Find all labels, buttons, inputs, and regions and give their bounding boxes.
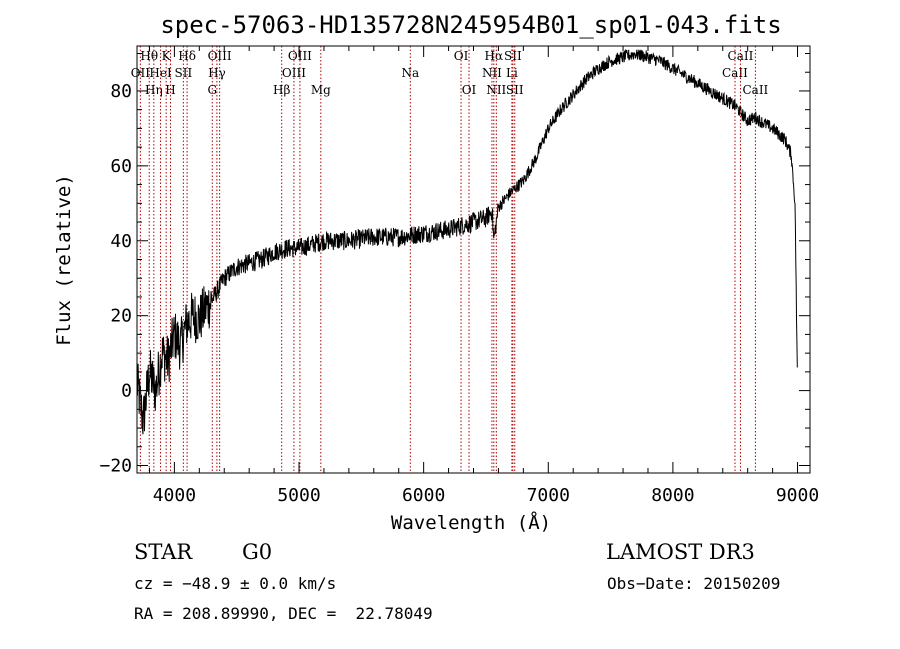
line-label: Hβ <box>273 83 290 97</box>
y-tick-label: −20 <box>99 456 132 477</box>
y-tick-label: 80 <box>110 81 132 102</box>
redshift-info: cz = −48.9 ± 0.0 km/s <box>134 574 337 593</box>
line-label: OI <box>454 49 469 63</box>
object-class: STAR <box>134 540 193 564</box>
line-label: HeI <box>149 66 172 80</box>
x-tick-label: 9000 <box>776 485 819 506</box>
x-axis: 4000 5000 6000 7000 8000 9000 <box>148 46 819 506</box>
x-tick-label: 6000 <box>402 485 445 506</box>
line-label: NII <box>486 83 506 97</box>
line-label: OI <box>462 83 477 97</box>
x-tick-label: 8000 <box>651 485 694 506</box>
line-label: Li <box>506 66 518 80</box>
line-label: SII <box>504 49 522 63</box>
y-tick-label: 60 <box>110 156 132 177</box>
y-tick-label: 40 <box>110 231 132 252</box>
line-label: OIII <box>282 66 306 80</box>
line-label: CaII <box>722 66 748 80</box>
line-label: OIII <box>288 49 312 63</box>
line-label: SII <box>175 66 193 80</box>
object-subclass: G0 <box>242 540 273 564</box>
y-axis: −20 0 20 40 60 80 <box>99 52 810 477</box>
line-label: Hη <box>145 83 163 97</box>
x-tick-label: 5000 <box>277 485 320 506</box>
line-label: Na <box>401 66 419 80</box>
series-group <box>136 48 798 435</box>
obs-date: Obs−Date: 20150209 <box>607 574 781 593</box>
line-label: OII <box>131 66 151 80</box>
y-axis-label: Flux (relative) <box>53 174 75 346</box>
line-label: H <box>165 83 175 97</box>
line-label: NII <box>482 66 502 80</box>
x-axis-label: Wavelength (Å) <box>391 511 551 534</box>
line-label: Hγ <box>208 66 226 80</box>
chart-title: spec-57063-HD135728N245954B01_sp01-043.f… <box>160 11 781 39</box>
line-label: CaII <box>742 83 768 97</box>
line-label: OIII <box>208 49 232 63</box>
y-tick-label: 0 <box>121 381 132 402</box>
line-label: Hδ <box>178 49 196 63</box>
line-label: SII <box>506 83 524 97</box>
x-tick-label: 7000 <box>527 485 570 506</box>
line-label: Mg <box>311 83 331 97</box>
line-label: Hθ <box>140 49 158 63</box>
x-tick-label: 4000 <box>153 485 196 506</box>
line-label: G <box>207 83 217 97</box>
line-label: Hα <box>485 49 504 63</box>
coordinates: RA = 208.89990, DEC = 22.78049 <box>134 604 433 623</box>
line-label: K <box>162 49 172 63</box>
line-label: CaII <box>728 49 754 63</box>
series-line-flux <box>136 48 798 435</box>
survey-label: LAMOST DR3 <box>606 540 755 564</box>
y-tick-label: 20 <box>110 306 132 327</box>
